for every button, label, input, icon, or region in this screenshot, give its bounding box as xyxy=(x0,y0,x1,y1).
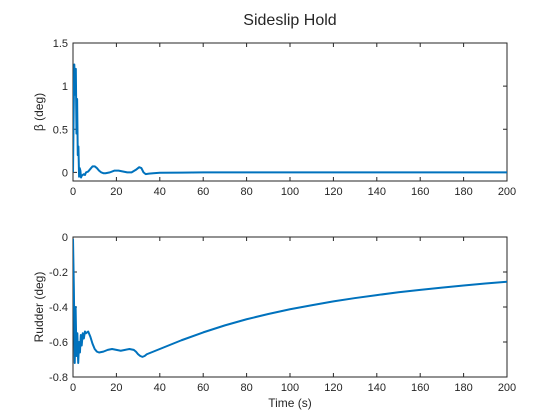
x-tick-label: 20 xyxy=(110,382,122,394)
x-tick-label: 180 xyxy=(454,382,472,394)
x-tick-label: 80 xyxy=(240,382,252,394)
x-tick-label: 60 xyxy=(197,186,209,198)
y-tick-label: -0.4 xyxy=(49,302,68,314)
figure-title: Sideslip Hold xyxy=(243,12,336,29)
x-tick-label: 0 xyxy=(70,186,76,198)
x-tick-label: 180 xyxy=(454,186,472,198)
x-tick-label: 160 xyxy=(411,186,429,198)
y-tick-label: 1.5 xyxy=(53,38,68,50)
y-tick-label: 0 xyxy=(62,167,68,179)
axes-box-rudder xyxy=(72,236,508,378)
series-line-rudder xyxy=(73,238,507,364)
x-tick-label: 140 xyxy=(368,186,386,198)
x-tick-label: 200 xyxy=(498,382,516,394)
y-tick-label: 0.5 xyxy=(53,124,68,136)
top-axes-beta: 0 20 40 60 80 100 120 140 160 180 200 0 0.5 1 1.5 β (de… xyxy=(32,38,516,198)
y-tick-label: 1 xyxy=(62,81,68,93)
x-tick-label: 20 xyxy=(110,186,122,198)
y-tick-label: -0.2 xyxy=(49,267,68,279)
series-line-beta xyxy=(73,63,507,179)
x-tick-label: 80 xyxy=(240,186,252,198)
bottom-axes-rudder: 0 20 40 60 80 100 120 140 160 180 200 -0.8 -0.6 -0.4 -… xyxy=(32,232,516,410)
x-tick-label: 60 xyxy=(197,382,209,394)
x-tick-label: 120 xyxy=(324,382,342,394)
x-tick-label: 100 xyxy=(281,382,299,394)
x-tick-label: 120 xyxy=(324,186,342,198)
x-tick-label: 140 xyxy=(368,382,386,394)
y-tick-label: -0.8 xyxy=(49,372,68,384)
x-tick-label: 0 xyxy=(70,382,76,394)
x-tick-label: 40 xyxy=(154,382,166,394)
y-tick-label: 0 xyxy=(62,232,68,244)
axes-box-beta xyxy=(72,42,508,182)
x-tick-label: 40 xyxy=(154,186,166,198)
x-tick-label: 160 xyxy=(411,382,429,394)
x-axis-label: Time (s) xyxy=(268,396,312,410)
y-tick-label: -0.6 xyxy=(49,337,68,349)
x-tick-label: 200 xyxy=(498,186,516,198)
y-axis-label: Rudder (deg) xyxy=(32,272,46,343)
x-tick-label: 100 xyxy=(281,186,299,198)
y-axis-label: β (deg) xyxy=(32,93,46,131)
